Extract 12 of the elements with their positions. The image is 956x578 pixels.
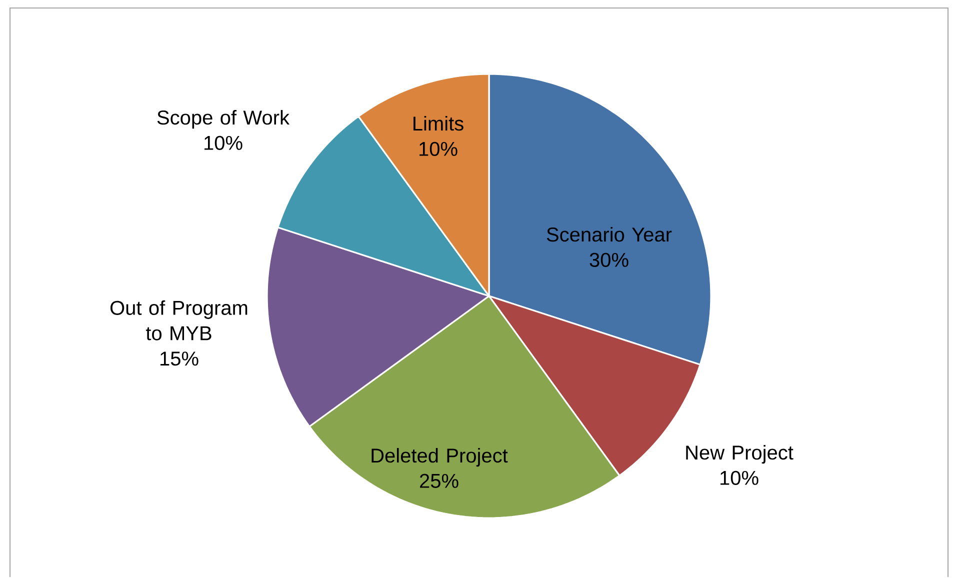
data-label: 10%: [420, 142, 458, 156]
slice-label: Scenario Year: [546, 227, 672, 242]
data-label: 15%: [160, 352, 198, 366]
data-label: 30%: [590, 253, 628, 268]
slice-label: Out of Program to MYB: [110, 300, 248, 341]
data-label: 10%: [720, 471, 758, 486]
data-label: 10%: [204, 136, 242, 150]
slice-label: Deleted Project: [372, 448, 508, 467]
slice-label: New Project: [686, 445, 794, 464]
slice-label: Scope of Work: [157, 110, 290, 129]
data-label: 25%: [420, 474, 458, 488]
slice-label: Limits: [414, 116, 464, 131]
